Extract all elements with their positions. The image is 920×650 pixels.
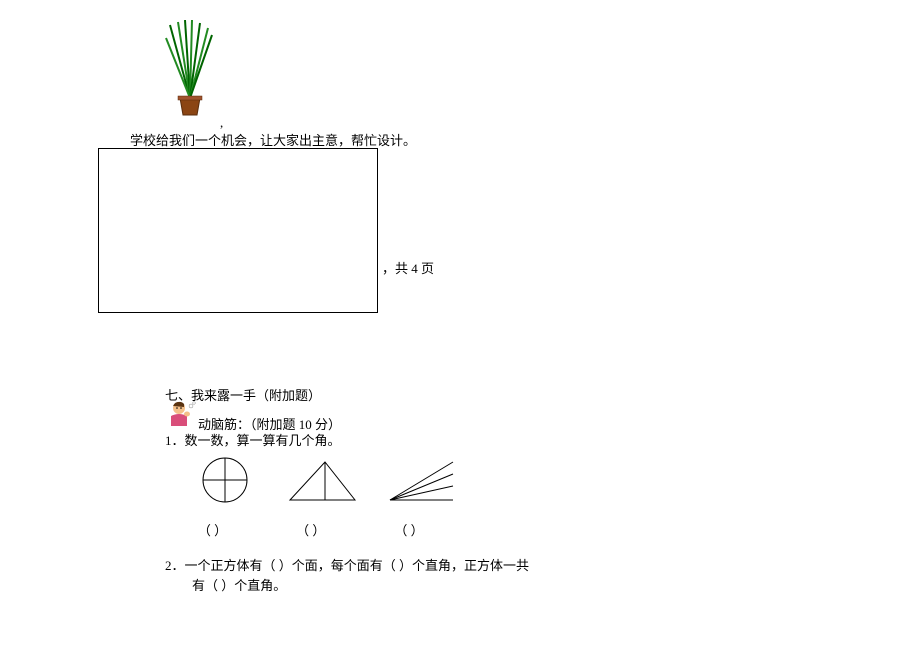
blank-1: （ ） <box>165 520 260 539</box>
blank-2: （ ） <box>263 520 358 539</box>
answer-box <box>98 148 378 313</box>
question-1-text: 1．数一数，算一算有几个角。 <box>165 430 341 449</box>
blank-3: （ ） <box>362 520 457 539</box>
instruction-text: 学校给我们一个机会，让大家出主意，帮忙设计。 <box>130 130 416 149</box>
angle-shapes <box>195 450 455 514</box>
question-2-text: 2．一个正方体有（ ）个面，每个面有（ ）个直角，正方体一共 <box>165 555 529 574</box>
page-count-note: ，共 4 页 <box>382 258 434 277</box>
stray-comma: , <box>220 115 223 131</box>
plant-illustration <box>160 20 220 124</box>
question-2-text-cont: 有（ ）个直角。 <box>192 575 286 594</box>
answer-blanks-row: （ ） （ ） （ ） <box>165 520 457 539</box>
thinking-person-icon <box>165 400 197 432</box>
